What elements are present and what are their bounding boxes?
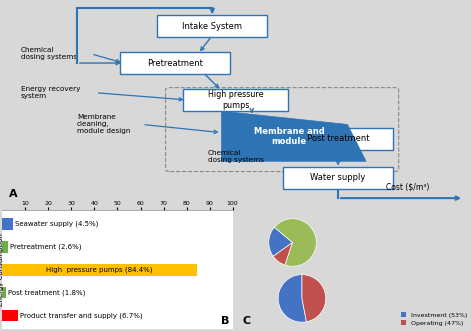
- Legend: Investment (53%), Operating (47%): Investment (53%), Operating (47%): [400, 312, 468, 326]
- Text: Pretreatment: Pretreatment: [147, 59, 203, 68]
- Text: Post treatment: Post treatment: [307, 134, 369, 143]
- Text: Membrane
cleaning,
module design: Membrane cleaning, module design: [77, 115, 130, 134]
- Wedge shape: [273, 243, 292, 265]
- Bar: [2, 218, 13, 230]
- FancyBboxPatch shape: [157, 15, 267, 37]
- FancyBboxPatch shape: [120, 52, 230, 74]
- Text: Chemical
dosing systems: Chemical dosing systems: [208, 150, 263, 163]
- Text: High  pressure pumps (84.4%): High pressure pumps (84.4%): [46, 266, 153, 273]
- Text: Energy recovery
system: Energy recovery system: [21, 86, 81, 99]
- Bar: [2, 241, 8, 253]
- Text: High pressure
pumps: High pressure pumps: [208, 90, 263, 110]
- Text: Post treatment (1.8%): Post treatment (1.8%): [8, 290, 86, 296]
- Text: Water supply: Water supply: [310, 173, 366, 182]
- Text: Chemical
dosing systems: Chemical dosing systems: [21, 47, 77, 60]
- Text: Pretreatment (2.6%): Pretreatment (2.6%): [10, 244, 81, 250]
- Wedge shape: [302, 275, 326, 322]
- Text: Intake System: Intake System: [182, 22, 242, 31]
- FancyBboxPatch shape: [283, 128, 393, 150]
- Text: Seawater supply (4.5%): Seawater supply (4.5%): [15, 221, 98, 227]
- Polygon shape: [221, 111, 366, 161]
- Text: A: A: [9, 189, 18, 199]
- Bar: [2, 287, 7, 299]
- Text: Membrane and
module: Membrane and module: [254, 127, 325, 146]
- Text: Product transfer and supply (6.7%): Product transfer and supply (6.7%): [20, 312, 142, 319]
- FancyBboxPatch shape: [283, 167, 393, 189]
- Text: B: B: [221, 316, 229, 326]
- Wedge shape: [269, 227, 292, 256]
- Bar: [2, 264, 197, 276]
- Wedge shape: [278, 275, 307, 322]
- Y-axis label: Energy Consumption: Energy Consumption: [0, 233, 4, 306]
- Wedge shape: [274, 219, 317, 266]
- Text: Cost ($/m³): Cost ($/m³): [386, 183, 430, 192]
- Bar: [2, 310, 18, 321]
- FancyBboxPatch shape: [183, 89, 288, 111]
- Text: C: C: [243, 316, 251, 326]
